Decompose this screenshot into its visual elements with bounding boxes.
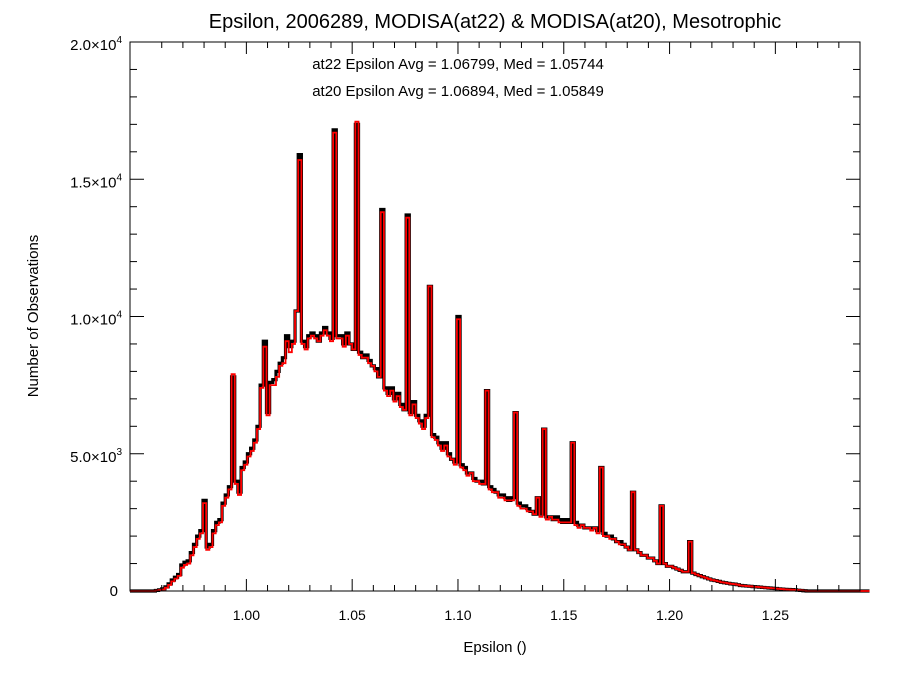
x-tick-label: 1.00 <box>233 607 260 623</box>
series-0-line <box>130 122 870 593</box>
y-tick-label: 0 <box>110 583 118 600</box>
y-tick-label: 5.0×103 <box>70 447 122 466</box>
y-axis-label: Number of Observations <box>25 235 42 398</box>
plot-frame <box>129 41 861 592</box>
axes-layer: 1.00 1.05 1.10 1.15 1.20 1.25 0 5.0×103 1.0×104 1… <box>70 35 861 623</box>
x-tick-label: 1.05 <box>339 607 366 623</box>
y-tick-label: 1.0×104 <box>70 310 122 329</box>
chart-title: Epsilon, 2006289, MODISA(at22) & MODISA(… <box>209 11 781 33</box>
annotation-at22: at22 Epsilon Avg = 1.06799, Med = 1.0574… <box>312 56 604 73</box>
annotation-at20: at20 Epsilon Avg = 1.06894, Med = 1.0584… <box>312 83 604 100</box>
y-tick-label: 2.0×104 <box>70 35 122 54</box>
x-tick-label: 1.25 <box>762 607 789 623</box>
x-axis-label: Epsilon () <box>463 639 526 656</box>
x-tick-label: 1.15 <box>550 607 577 623</box>
x-tick-label: 1.10 <box>444 607 471 623</box>
series-layer <box>130 120 870 593</box>
y-tick-label: 1.5×104 <box>70 172 122 191</box>
x-tick-label: 1.20 <box>656 607 683 623</box>
series-1-line <box>130 120 870 592</box>
